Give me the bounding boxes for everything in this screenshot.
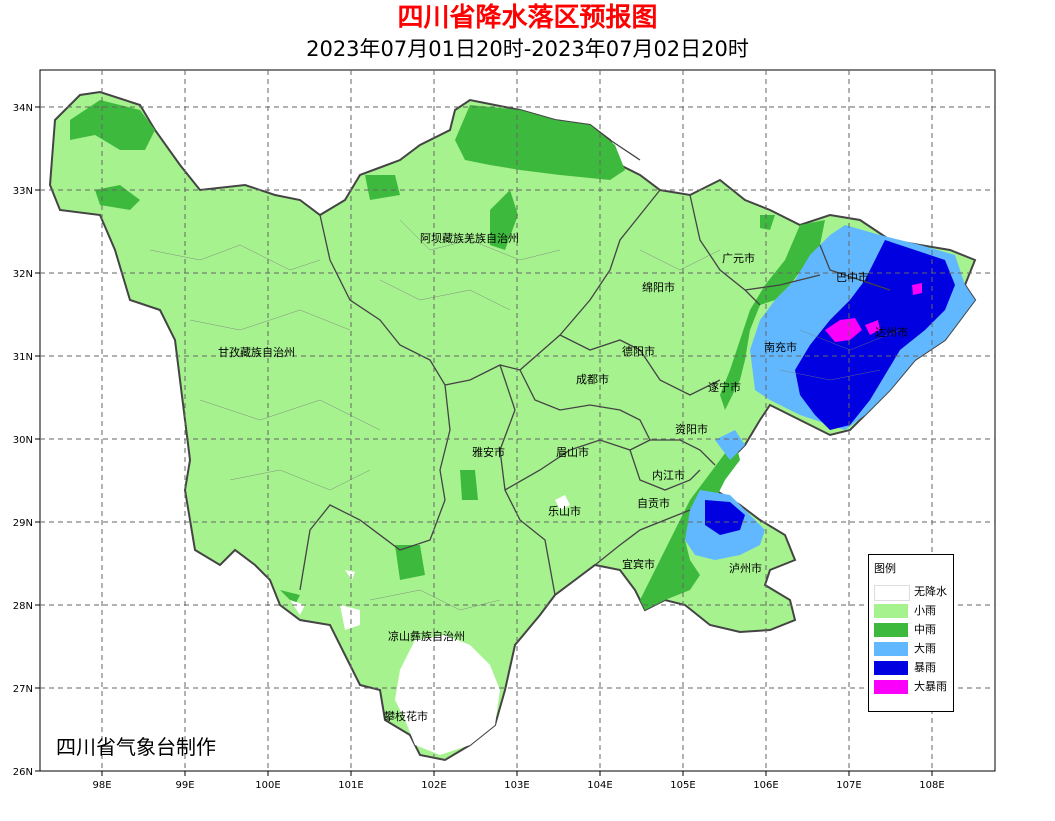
region-label-ganzi: 甘孜藏族自治州 [218,345,295,359]
legend-swatch [874,642,908,656]
lon-label: 105E [670,780,695,791]
region-label-ziyang: 资阳市 [675,422,708,436]
lon-label: 98E [92,780,111,791]
latitude-labels: 34N 33N 32N 31N 30N 29N 28N 27N 26N [13,103,33,778]
region-label-liangshan: 凉山彝族自治州 [388,629,465,643]
region-label-dazhou: 达州市 [875,325,908,339]
region-label-suining: 遂宁市 [708,380,741,394]
lon-label: 103E [504,780,529,791]
extreme-rainstorm-areas [825,283,922,342]
lon-label: 101E [338,780,363,791]
region-label-aba: 阿坝藏族羌族自治州 [420,231,519,245]
lon-label: 104E [587,780,612,791]
region-label-nanchong: 南充市 [764,340,797,354]
lat-label: 31N [13,352,33,363]
legend-label: 大暴雨 [914,680,947,693]
lat-label: 34N [13,103,33,114]
legend-item: 暴雨 [874,661,952,675]
legend-swatch [874,680,908,694]
legend-swatch [874,604,908,618]
region-label-deyang: 德阳市 [622,344,655,358]
legend-item: 大暴雨 [874,680,952,694]
lat-label: 33N [13,186,33,197]
lon-label: 106E [753,780,778,791]
legend-label: 暴雨 [914,661,936,674]
graticule [40,70,995,771]
lat-label: 32N [13,269,33,280]
moderate-rain-areas [70,100,825,610]
region-labels: 阿坝藏族羌族自治州 甘孜藏族自治州 凉山彝族自治州 攀枝花市 广元市 巴中市 绵… [218,231,908,723]
region-label-luzhou: 泸州市 [729,561,762,575]
legend-title: 图例 [874,562,896,575]
region-label-panzhihua: 攀枝花市 [384,709,428,723]
legend: 图例 无降水 小雨 中雨 大雨 暴雨 大暴雨 [868,554,954,712]
region-label-mianyang: 绵阳市 [642,280,675,294]
tick-marks [35,106,933,776]
legend-swatch [874,661,908,675]
lon-label: 107E [836,780,861,791]
no-rain-areas [290,495,570,755]
heavy-rain-area-mid [715,430,745,460]
map-title: 四川省降水落区预报图 [397,3,658,33]
legend-item: 无降水 [874,585,952,601]
legend-swatch [874,585,910,601]
region-label-yibin: 宜宾市 [622,557,655,571]
prefecture-boundaries [299,139,891,596]
region-label-guangyuan: 广元市 [722,251,755,265]
lat-label: 29N [13,518,33,529]
lon-label: 100E [255,780,280,791]
region-label-bazhong: 巴中市 [836,270,869,284]
legend-label: 大雨 [914,642,936,655]
region-label-neijiang: 内江市 [652,468,685,482]
legend-label: 中雨 [914,623,936,636]
legend-label: 无降水 [914,585,947,598]
map-subtitle: 2023年07月01日20时-2023年07月02日20时 [306,37,749,61]
legend-label: 小雨 [914,604,936,617]
lat-label: 30N [13,435,33,446]
region-label-meishan: 眉山市 [556,445,589,459]
producer-credit: 四川省气象台制作 [56,735,216,759]
lat-label: 28N [13,601,33,612]
region-label-yaan: 雅安市 [472,445,505,459]
rainstorm-area-south [705,500,745,535]
county-boundaries [149,219,901,611]
lat-label: 27N [13,684,33,695]
legend-item: 小雨 [874,604,952,618]
legend-item: 大雨 [874,642,952,656]
lat-label: 26N [13,767,33,778]
lon-label: 99E [175,780,194,791]
region-label-chengdu: 成都市 [576,372,609,386]
longitude-labels: 98E 99E 100E 101E 102E 103E 104E 105E 10… [92,780,944,791]
region-label-leshan: 乐山市 [548,504,581,518]
legend-swatch [874,623,908,637]
legend-item: 中雨 [874,623,952,637]
lon-label: 102E [421,780,446,791]
lon-label: 108E [919,780,944,791]
region-label-zigong: 自贡市 [637,496,670,510]
